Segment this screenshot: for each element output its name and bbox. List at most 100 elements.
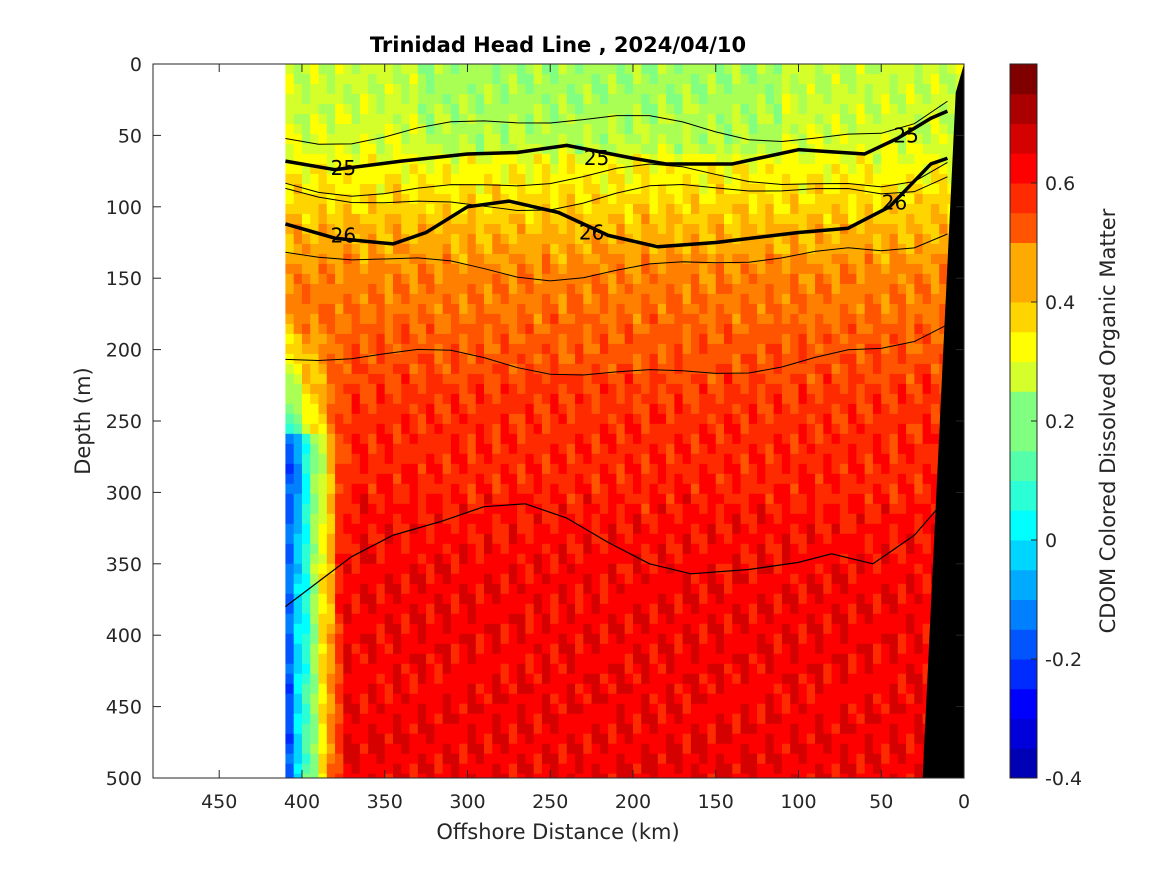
field-cell xyxy=(533,513,543,525)
field-cell xyxy=(285,64,295,75)
field-cell xyxy=(666,223,675,235)
field-cell xyxy=(450,223,460,235)
field-cell xyxy=(442,543,452,555)
field-cell xyxy=(616,303,626,315)
field-cell xyxy=(434,653,444,665)
field-cell xyxy=(368,373,378,385)
field-cell xyxy=(318,233,328,245)
field-cell xyxy=(798,313,808,325)
field-cell xyxy=(459,733,469,745)
field-cell xyxy=(459,683,469,695)
field-cell xyxy=(310,523,320,535)
field-cell xyxy=(541,473,551,485)
field-cell xyxy=(351,343,361,355)
field-cell xyxy=(318,733,328,745)
field-cell xyxy=(831,333,841,345)
field-cell xyxy=(508,223,518,235)
field-cell xyxy=(368,83,378,95)
field-cell xyxy=(815,203,824,215)
field-cell xyxy=(326,743,336,755)
field-cell xyxy=(376,523,386,535)
field-cell xyxy=(641,463,651,475)
field-cell xyxy=(343,613,353,625)
field-cell xyxy=(724,503,733,515)
field-cell xyxy=(591,463,601,475)
field-cell xyxy=(831,713,841,725)
field-cell xyxy=(608,573,618,585)
field-cell xyxy=(335,413,344,425)
field-cell xyxy=(798,693,808,705)
field-cell xyxy=(401,423,411,435)
field-cell xyxy=(732,273,742,285)
field-cell xyxy=(848,64,858,75)
field-cell xyxy=(666,93,675,105)
field-cell xyxy=(500,673,510,685)
field-cell xyxy=(467,393,477,405)
field-cell xyxy=(641,303,651,315)
field-cell xyxy=(426,773,435,778)
field-cell xyxy=(368,183,378,195)
field-cell xyxy=(450,413,460,425)
field-cell xyxy=(566,113,576,125)
field-cell xyxy=(740,503,750,515)
field-cell xyxy=(765,293,775,305)
field-cell xyxy=(724,163,733,175)
field-cell xyxy=(326,583,336,595)
field-cell xyxy=(326,283,336,295)
field-cell xyxy=(575,763,584,775)
field-cell xyxy=(657,453,667,465)
field-cell xyxy=(459,383,469,395)
field-cell xyxy=(624,83,634,95)
field-cell xyxy=(707,453,717,465)
field-cell xyxy=(732,473,742,485)
field-cell xyxy=(293,363,303,375)
field-cell xyxy=(781,643,791,655)
field-cell xyxy=(301,453,311,465)
field-cell xyxy=(517,563,526,575)
field-cell xyxy=(525,573,535,585)
field-cell xyxy=(301,423,311,435)
field-cell xyxy=(285,233,295,245)
field-cell xyxy=(525,763,535,775)
field-cell xyxy=(318,213,328,225)
field-cell xyxy=(773,363,783,375)
field-cell xyxy=(335,773,344,778)
field-cell xyxy=(318,123,328,135)
field-cell xyxy=(790,273,800,285)
field-cell xyxy=(748,673,758,685)
field-cell xyxy=(467,173,477,185)
field-cell xyxy=(335,143,344,155)
field-cell xyxy=(566,163,576,175)
field-cell xyxy=(484,523,493,535)
field-cell xyxy=(748,483,758,495)
field-cell xyxy=(335,473,344,485)
field-cell xyxy=(500,593,510,605)
field-cell xyxy=(533,303,543,315)
field-cell xyxy=(806,583,816,595)
field-cell xyxy=(591,363,601,375)
field-cell xyxy=(715,403,725,415)
field-cell xyxy=(492,673,502,685)
field-cell xyxy=(649,353,659,365)
field-cell xyxy=(467,753,477,765)
field-cell xyxy=(790,663,800,675)
field-cell xyxy=(450,503,460,515)
field-cell xyxy=(475,373,485,385)
field-cell xyxy=(624,453,634,465)
field-cell xyxy=(335,193,344,205)
field-cell xyxy=(616,603,626,615)
field-cell xyxy=(533,493,543,505)
field-cell xyxy=(715,773,725,778)
field-cell xyxy=(484,543,493,555)
field-cell xyxy=(450,353,460,365)
field-cell xyxy=(401,743,411,755)
field-cell xyxy=(467,413,477,425)
field-cell xyxy=(384,423,394,435)
field-cell xyxy=(508,253,518,265)
field-cell xyxy=(384,463,394,475)
field-cell xyxy=(326,763,336,775)
field-cell xyxy=(748,473,758,485)
field-cell xyxy=(790,433,800,445)
field-cell xyxy=(484,443,493,455)
field-cell xyxy=(748,323,758,335)
